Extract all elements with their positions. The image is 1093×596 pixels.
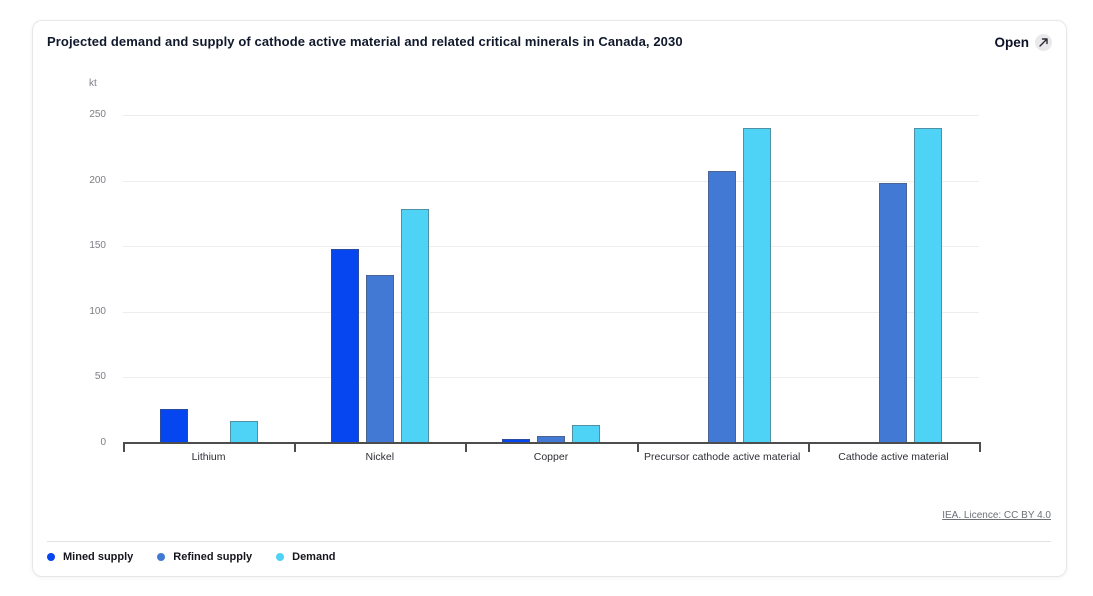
- x-axis-line: [123, 442, 981, 444]
- legend-label: Refined supply: [173, 551, 253, 563]
- card-header: Projected demand and supply of cathode a…: [33, 21, 1066, 65]
- x-category-label: Nickel: [365, 451, 395, 463]
- y-tick-label: 100: [89, 305, 106, 317]
- bar-mined-supply-lithium[interactable]: [159, 408, 188, 443]
- legend-label: Demand: [292, 551, 336, 563]
- legend-item-mined-supply[interactable]: Mined supply: [47, 551, 133, 563]
- gridline: [123, 246, 979, 248]
- licence-link[interactable]: IEA. Licence: CC BY 4.0: [942, 510, 1051, 521]
- gridline: [123, 377, 979, 379]
- legend-item-refined-supply[interactable]: Refined supply: [157, 551, 252, 563]
- chart-legend: Mined supply Refined supply Demand: [47, 551, 336, 563]
- bar-demand-nickel[interactable]: [400, 209, 429, 443]
- x-axis-tick: [979, 444, 981, 452]
- gridline: [123, 115, 979, 116]
- bar-refined-supply-nickel[interactable]: [365, 275, 394, 443]
- open-button-label: Open: [994, 35, 1029, 50]
- x-category-label: Lithium: [191, 451, 226, 463]
- x-axis-tick: [636, 444, 639, 452]
- legend-label: Mined supply: [63, 551, 134, 563]
- y-tick-label: 250: [89, 109, 106, 120]
- bar-refined-supply-precursor-cathode-active-material[interactable]: [708, 171, 737, 443]
- legend-dot-icon: [47, 553, 55, 561]
- bar-refined-supply-cathode-active-material[interactable]: [879, 183, 908, 443]
- bar-mined-supply-nickel[interactable]: [330, 248, 359, 443]
- x-category-label: Cathode active material: [838, 451, 949, 463]
- bar-demand-precursor-cathode-active-material[interactable]: [743, 128, 772, 443]
- y-tick-label: 200: [89, 174, 106, 186]
- gridline: [123, 180, 979, 182]
- gridline: [123, 311, 979, 313]
- external-link-icon: [1035, 34, 1052, 51]
- open-button[interactable]: Open: [994, 34, 1052, 51]
- legend-dot-icon: [276, 553, 285, 561]
- x-axis-tick: [465, 444, 468, 452]
- bar-demand-cathode-active-material[interactable]: [914, 128, 943, 443]
- legend-divider: [47, 541, 1051, 542]
- y-tick-label: 50: [94, 371, 106, 383]
- chart-card: Projected demand and supply of cathode a…: [32, 20, 1067, 577]
- chart-title: Projected demand and supply of cathode a…: [47, 34, 683, 49]
- legend-item-demand[interactable]: Demand: [276, 551, 336, 563]
- bar-demand-copper[interactable]: [572, 424, 600, 443]
- y-axis-unit-label: kt: [89, 78, 97, 89]
- bar-demand-lithium[interactable]: [229, 420, 258, 443]
- y-tick-label: 0: [100, 437, 106, 448]
- x-axis-tick: [807, 444, 810, 452]
- legend-dot-icon: [157, 553, 166, 561]
- x-axis-tick: [294, 444, 297, 452]
- x-category-label: Precursor cathode active material: [643, 451, 801, 463]
- x-axis-tick: [123, 444, 125, 452]
- bar-chart: kt 0 50 100 150 200 250 Lithium Nickel Copper Pre…: [33, 21, 1066, 576]
- y-tick-label: 150: [89, 240, 106, 252]
- x-category-label: Copper: [533, 451, 569, 463]
